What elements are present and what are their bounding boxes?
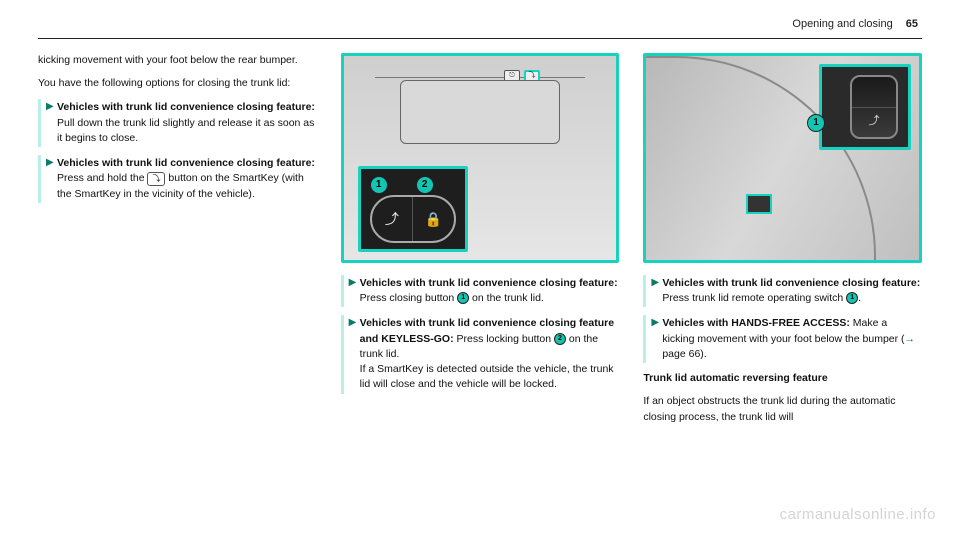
- column-1: kicking movement with your foot below th…: [38, 53, 317, 433]
- trunk-key-icon: ⤵: [147, 172, 165, 186]
- col3-b1-rest-a: Press trunk lid remote operating switch: [662, 292, 846, 304]
- col3-b2-pageref: page 66).: [662, 348, 706, 360]
- trunk-top-line: [375, 66, 585, 78]
- rocker-trunk-icon: ⤴: [852, 108, 896, 138]
- pill-lock-icon: 🔒: [413, 197, 454, 241]
- col1-b2-rest-a: Press and hold the: [57, 172, 147, 184]
- ref-circle-1: 1: [457, 292, 469, 304]
- bullet-arrow-icon: ▶: [46, 156, 54, 171]
- column-3: ⤴ 1 ▶ Vehicles with trunk lid convenienc…: [643, 53, 922, 433]
- content-columns: kicking movement with your foot below th…: [0, 53, 960, 433]
- bullet-arrow-icon: ▶: [651, 316, 659, 331]
- trunk-panel: [400, 80, 560, 144]
- rocker-switch: ⤴: [850, 75, 898, 139]
- col1-b2-bold: Vehicles with trunk lid convenience clos…: [57, 157, 315, 169]
- col2-b2-tail: If a SmartKey is detected outside the ve…: [360, 363, 614, 390]
- door-inset: ⤴: [819, 64, 911, 150]
- bullet-arrow-icon: ▶: [349, 316, 357, 331]
- ref-circle-2: 2: [554, 333, 566, 345]
- col3-bullet-1: ▶ Vehicles with trunk lid convenience cl…: [643, 275, 922, 307]
- col2-bullet-2: ▶ Vehicles with trunk lid convenience cl…: [341, 315, 620, 393]
- col3-subbody: If an object obstructs the trunk lid dur…: [643, 394, 922, 424]
- callout-2: 2: [416, 176, 434, 194]
- page-ref-arrow-icon: →: [905, 333, 916, 345]
- col2-bullet-1: ▶ Vehicles with trunk lid convenience cl…: [341, 275, 620, 307]
- section-title: Opening and closing: [792, 18, 892, 30]
- col1-intro-2: You have the following options for closi…: [38, 76, 317, 91]
- callouts: 1 2: [370, 176, 434, 194]
- header-rule: [38, 38, 922, 39]
- callout-1: 1: [807, 114, 825, 132]
- col3-b2-bold: Vehicles with HANDS-FREE ACCESS:: [662, 317, 849, 329]
- col2-b1-rest-b: on the trunk lid.: [469, 292, 544, 304]
- callout-1: 1: [370, 176, 388, 194]
- door-switchbox: [746, 194, 772, 214]
- watermark: carmanualsonline.info: [780, 506, 936, 523]
- col2-b1-bold: Vehicles with trunk lid convenience clos…: [360, 277, 618, 289]
- col1-bullet-1: ▶ Vehicles with trunk lid convenience cl…: [38, 99, 317, 147]
- figure-door-switch: ⤴ 1: [643, 53, 922, 263]
- col1-b1-rest: Pull down the trunk lid slightly and rel…: [57, 117, 314, 144]
- page-number: 65: [906, 18, 918, 30]
- page-header: Opening and closing 65: [0, 0, 960, 38]
- col1-b1-bold: Vehicles with trunk lid convenience clos…: [57, 101, 315, 113]
- col1-bullet-2: ▶ Vehicles with trunk lid convenience cl…: [38, 155, 317, 203]
- ref-circle-1: 1: [846, 292, 858, 304]
- bullet-arrow-icon: ▶: [349, 276, 357, 291]
- col1-intro-1: kicking movement with your foot below th…: [38, 53, 317, 68]
- rocker-blank: [852, 77, 896, 108]
- bullet-arrow-icon: ▶: [46, 100, 54, 115]
- col3-b1-bold: Vehicles with trunk lid convenience clos…: [662, 277, 920, 289]
- col3-subhead: Trunk lid automatic reversing feature: [643, 371, 922, 386]
- col2-b2-rest-a: Press locking button: [454, 333, 554, 345]
- col3-bullet-2: ▶ Vehicles with HANDS-FREE ACCESS: Make …: [643, 315, 922, 363]
- trunk-pill: ⤴ 🔒: [370, 195, 456, 243]
- figure-trunk-buttons: ⎋ ⤵ ⤴ 🔒 1 2: [341, 53, 620, 263]
- bullet-arrow-icon: ▶: [651, 276, 659, 291]
- column-2: ⎋ ⤵ ⤴ 🔒 1 2 ▶ Vehicles with trunk lid co…: [341, 53, 620, 433]
- col3-b1-rest-b: .: [858, 292, 861, 304]
- pill-close-icon: ⤴: [372, 197, 414, 241]
- col2-b1-rest-a: Press closing button: [360, 292, 457, 304]
